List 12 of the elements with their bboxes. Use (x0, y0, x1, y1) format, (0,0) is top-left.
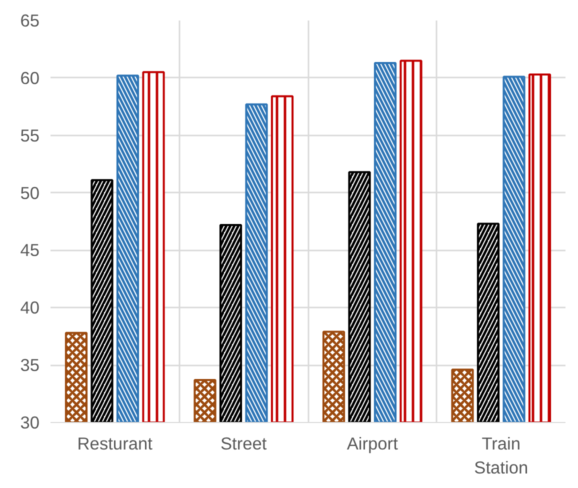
y-tick-label: 40 (20, 298, 40, 318)
x-tick-label: Airport (346, 434, 398, 454)
x-tick-label: Train Station (474, 434, 528, 478)
y-tick-label: 45 (20, 240, 40, 260)
y-tick-label: 65 (20, 10, 40, 30)
y-tick-label: 60 (20, 68, 40, 88)
x-tick-label: Resturant (77, 434, 153, 454)
y-tick-label: 35 (20, 355, 40, 376)
y-tick-label: 55 (20, 125, 40, 146)
y-tick-label: 50 (20, 182, 40, 203)
x-tick-label: Street (220, 434, 267, 454)
y-tick-label: 30 (20, 412, 40, 432)
